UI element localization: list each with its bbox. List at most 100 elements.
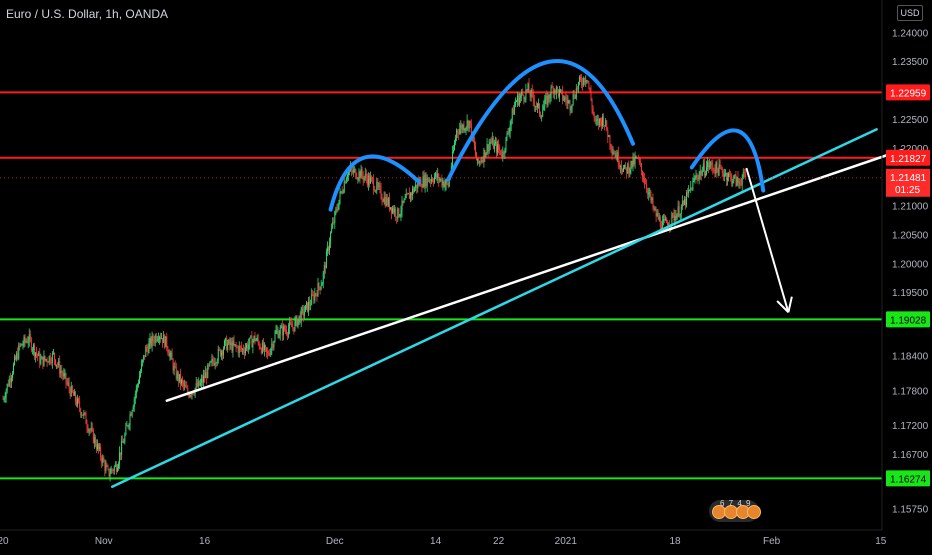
candle-body	[336, 209, 338, 211]
y-tick-label: 1.22500	[892, 115, 929, 126]
candle-body	[329, 243, 330, 251]
candle-body	[247, 344, 249, 350]
candle-body	[254, 336, 256, 341]
candle-body	[483, 149, 485, 162]
candle-body	[306, 302, 307, 306]
candle-body	[25, 341, 27, 342]
candle-body	[485, 152, 487, 158]
candle-body	[443, 181, 445, 188]
y-tick-label: 1.19500	[892, 288, 929, 299]
candle-body	[563, 99, 565, 101]
candle-body	[43, 355, 45, 366]
candle-body	[618, 164, 620, 168]
candle-body	[637, 158, 639, 159]
candle-body	[199, 382, 201, 386]
candle-body	[437, 174, 439, 179]
candle-body	[634, 157, 636, 165]
candle-body	[292, 327, 294, 328]
candle-body	[106, 465, 108, 467]
candle-body	[518, 95, 519, 105]
candle-body	[145, 347, 147, 357]
candle-body	[197, 380, 199, 387]
candle-body	[719, 164, 721, 168]
candle-body	[23, 336, 25, 345]
candle-body	[275, 330, 277, 334]
candle-body	[304, 305, 306, 312]
candle-body	[567, 100, 569, 104]
candle-body	[456, 130, 458, 139]
candle-body	[274, 333, 276, 342]
y-tick-label: 1.24000	[892, 28, 929, 39]
shoulder-arc-2	[689, 128, 766, 193]
candle-body	[198, 380, 200, 386]
candle-body	[50, 362, 52, 363]
candle-body	[236, 346, 238, 348]
candle-body	[496, 142, 497, 153]
candle-body	[440, 178, 442, 180]
candle-body	[718, 164, 720, 176]
candle-body	[82, 414, 84, 416]
candle-body	[594, 118, 596, 121]
candle-body	[196, 383, 198, 387]
candle-body	[466, 120, 468, 128]
candle-body	[146, 347, 148, 349]
candle-body	[659, 217, 661, 227]
candle-body	[201, 378, 202, 383]
candle-body	[624, 164, 626, 168]
currency-button[interactable]: USD	[897, 5, 923, 21]
price-level-tag-1	[886, 149, 930, 166]
y-tick-label: 1.15750	[892, 505, 929, 516]
candle-body	[405, 193, 407, 199]
candle-body	[269, 354, 271, 356]
candle-body	[80, 408, 82, 415]
candle-body	[10, 377, 12, 382]
candle-body	[206, 372, 208, 379]
candle-body	[363, 176, 365, 180]
candle-body	[31, 349, 33, 351]
candle-body	[685, 199, 686, 206]
candle-body	[486, 144, 488, 153]
candle-body	[404, 198, 406, 200]
candle-body	[716, 162, 718, 169]
candle-body	[87, 427, 89, 432]
candle-body	[134, 393, 136, 399]
candle-body	[78, 398, 80, 402]
candle-body	[442, 181, 444, 186]
candle-body	[22, 344, 24, 346]
candle-body	[628, 164, 630, 174]
candle-body	[424, 174, 426, 187]
candle-body	[543, 106, 545, 111]
candle-body	[611, 148, 613, 154]
candle-body	[616, 152, 618, 160]
candle-body	[643, 177, 644, 180]
candle-body	[218, 349, 220, 350]
candle-body	[619, 166, 621, 168]
candle-body	[79, 401, 81, 409]
candle-body	[652, 198, 654, 208]
x-tick-label: 14	[430, 536, 442, 547]
candle-body	[499, 149, 501, 151]
candle-body	[686, 192, 687, 206]
candle-body	[39, 352, 41, 364]
candle-body	[159, 337, 160, 339]
candle-body	[117, 468, 118, 472]
candle-body	[608, 135, 610, 138]
candle-body	[587, 80, 589, 83]
candle-body	[84, 412, 86, 414]
candle-body	[289, 322, 291, 329]
candle-body	[687, 192, 689, 194]
candle-body	[678, 206, 680, 217]
candle-body	[384, 196, 386, 206]
candle-body	[213, 361, 215, 366]
price-level-label-3: 1.16274	[890, 474, 927, 485]
candle-body	[691, 187, 693, 191]
candle-body	[239, 346, 241, 347]
candle-body	[689, 189, 691, 191]
candle-body	[406, 193, 408, 195]
candle-body	[367, 175, 369, 185]
candle-body	[123, 442, 125, 444]
candle-body	[230, 342, 232, 346]
x-tick-label: 22	[493, 536, 505, 547]
